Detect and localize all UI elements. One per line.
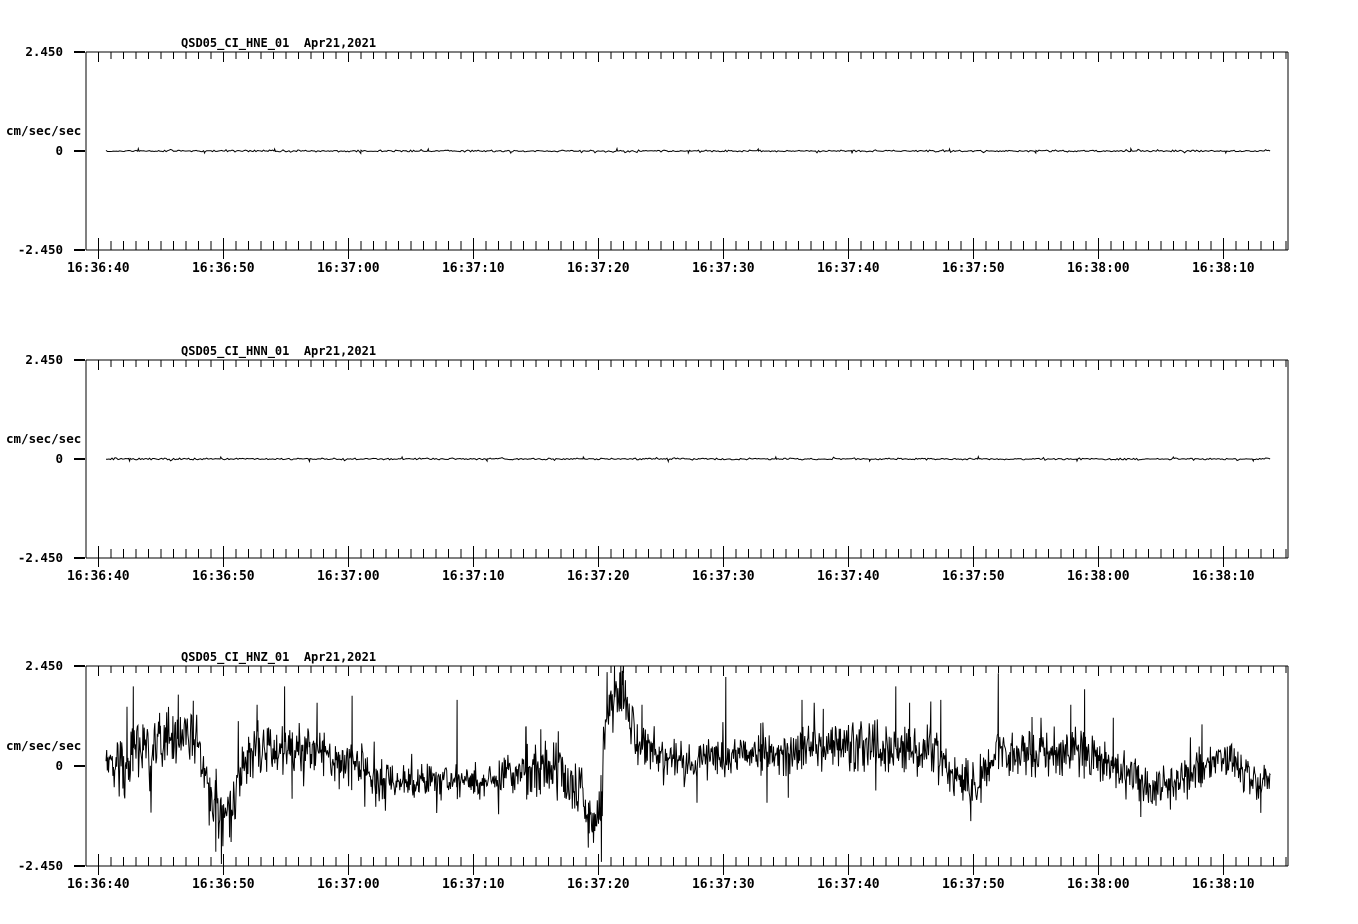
x-tick-label: 16:37:10 bbox=[441, 261, 505, 276]
x-tick-label: 16:37:40 bbox=[816, 877, 880, 892]
x-tick-label: 16:36:40 bbox=[66, 877, 130, 892]
x-tick-label: 16:37:00 bbox=[316, 261, 380, 276]
x-tick-label: 16:38:00 bbox=[1066, 877, 1130, 892]
y-axis-unit-label-hne: cm/sec/sec bbox=[6, 123, 82, 138]
y-tick-label-min-hne: -2.450 bbox=[17, 242, 63, 257]
amplitude-axis-ticks bbox=[74, 51, 85, 867]
panel-frame-lines bbox=[85, 51, 1289, 867]
y-tick-label-max-hnn: 2.450 bbox=[25, 352, 63, 367]
x-tick-label: 16:37:40 bbox=[816, 569, 880, 584]
x-tick-label: 16:36:50 bbox=[191, 877, 255, 892]
y-tick-label-min-hnn: -2.450 bbox=[17, 550, 63, 565]
x-tick-label: 16:37:30 bbox=[691, 261, 755, 276]
y-tick-label-zero-hnn: 0 bbox=[55, 451, 63, 466]
x-tick-label: 16:37:50 bbox=[941, 877, 1005, 892]
panel-title-hnn: QSD05_CI_HNN_01 Apr21,2021 bbox=[181, 344, 377, 358]
panel-title-hne: QSD05_CI_HNE_01 Apr21,2021 bbox=[181, 36, 377, 50]
time-axis-ticks bbox=[97, 52, 1287, 875]
y-tick-label-zero-hnz: 0 bbox=[55, 758, 63, 773]
x-tick-label: 16:37:10 bbox=[441, 877, 505, 892]
x-tick-label: 16:38:10 bbox=[1191, 877, 1255, 892]
x-tick-label: 16:37:30 bbox=[691, 569, 755, 584]
x-tick-label: 16:37:30 bbox=[691, 877, 755, 892]
x-tick-label: 16:37:20 bbox=[566, 261, 630, 276]
x-tick-label: 16:36:40 bbox=[66, 569, 130, 584]
y-tick-label-min-hnz: -2.450 bbox=[17, 858, 63, 873]
y-axis-unit-label-hnz: cm/sec/sec bbox=[6, 738, 82, 753]
panel-title-hnz: QSD05_CI_HNZ_01 Apr21,2021 bbox=[181, 650, 377, 664]
x-tick-label: 16:37:50 bbox=[941, 261, 1005, 276]
x-tick-label: 16:37:50 bbox=[941, 569, 1005, 584]
x-tick-label: 16:38:00 bbox=[1066, 569, 1130, 584]
x-tick-label: 16:37:40 bbox=[816, 261, 880, 276]
waveform-trace-qsd05_ci_hne_01 bbox=[105, 146, 1271, 155]
x-tick-label: 16:36:50 bbox=[191, 569, 255, 584]
waveform-trace-qsd05_ci_hnz_01 bbox=[105, 665, 1271, 865]
x-tick-label: 16:37:00 bbox=[316, 877, 380, 892]
y-tick-label-max-hne: 2.450 bbox=[25, 44, 63, 59]
y-axis-unit-label-hnn: cm/sec/sec bbox=[6, 431, 82, 446]
x-tick-label: 16:38:00 bbox=[1066, 261, 1130, 276]
x-tick-label: 16:38:10 bbox=[1191, 261, 1255, 276]
x-tick-label: 16:36:40 bbox=[66, 261, 130, 276]
x-tick-label: 16:37:00 bbox=[316, 569, 380, 584]
x-tick-label: 16:37:20 bbox=[566, 569, 630, 584]
y-tick-label-max-hnz: 2.450 bbox=[25, 658, 63, 673]
waveform-trace-qsd05_ci_hnn_01 bbox=[105, 454, 1271, 464]
x-tick-label: 16:38:10 bbox=[1191, 569, 1255, 584]
x-tick-label: 16:37:10 bbox=[441, 569, 505, 584]
y-tick-label-zero-hne: 0 bbox=[55, 143, 63, 158]
x-tick-label: 16:36:50 bbox=[191, 261, 255, 276]
x-tick-label: 16:37:20 bbox=[566, 877, 630, 892]
